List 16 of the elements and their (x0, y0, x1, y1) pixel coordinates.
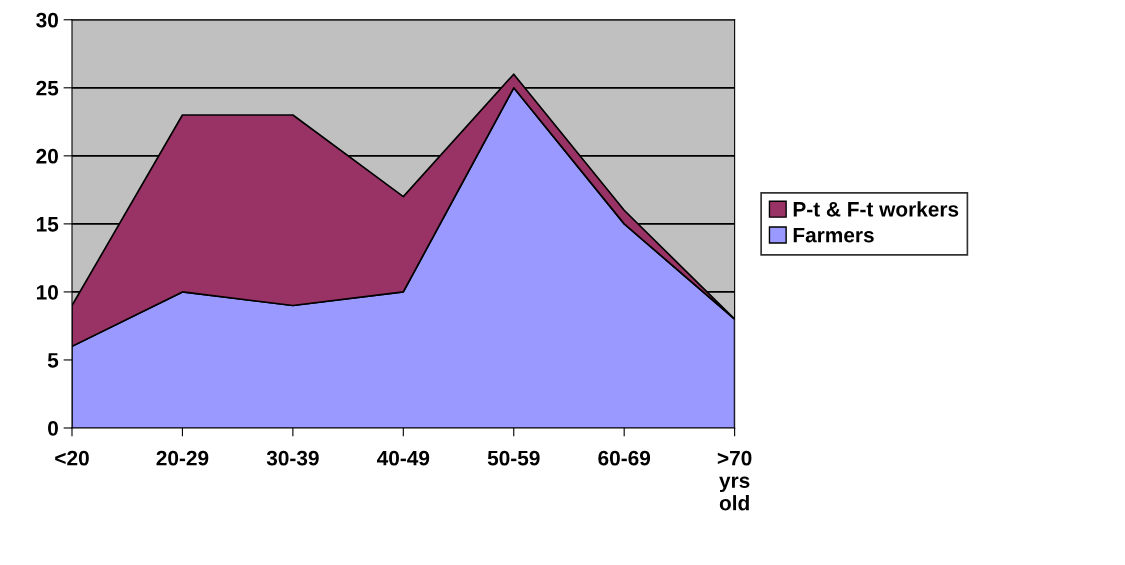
y-tick-label: 25 (36, 80, 59, 96)
x-tick-label: 40-49 (376, 450, 430, 466)
y-tick-label: 15 (36, 217, 59, 232)
x-tick-label: 30-39 (266, 450, 319, 466)
x-tick-label: 20-29 (156, 450, 209, 466)
y-tick-label: 10 (36, 284, 58, 300)
x-tick-label: 50-59 (487, 450, 540, 466)
x-tick-label: >70 yrs old (717, 450, 752, 511)
y-tick-label: 0 (48, 420, 58, 436)
legend-label: P-t & F-t workers (793, 201, 959, 217)
y-tick-label: 5 (47, 353, 59, 368)
y-tick-label: 20 (36, 148, 58, 164)
y-tick-label: 30 (36, 12, 58, 28)
x-tick-label: 60-69 (598, 450, 651, 466)
legend-label: Farmers (793, 227, 874, 243)
x-tick-label: <20 (55, 450, 89, 466)
